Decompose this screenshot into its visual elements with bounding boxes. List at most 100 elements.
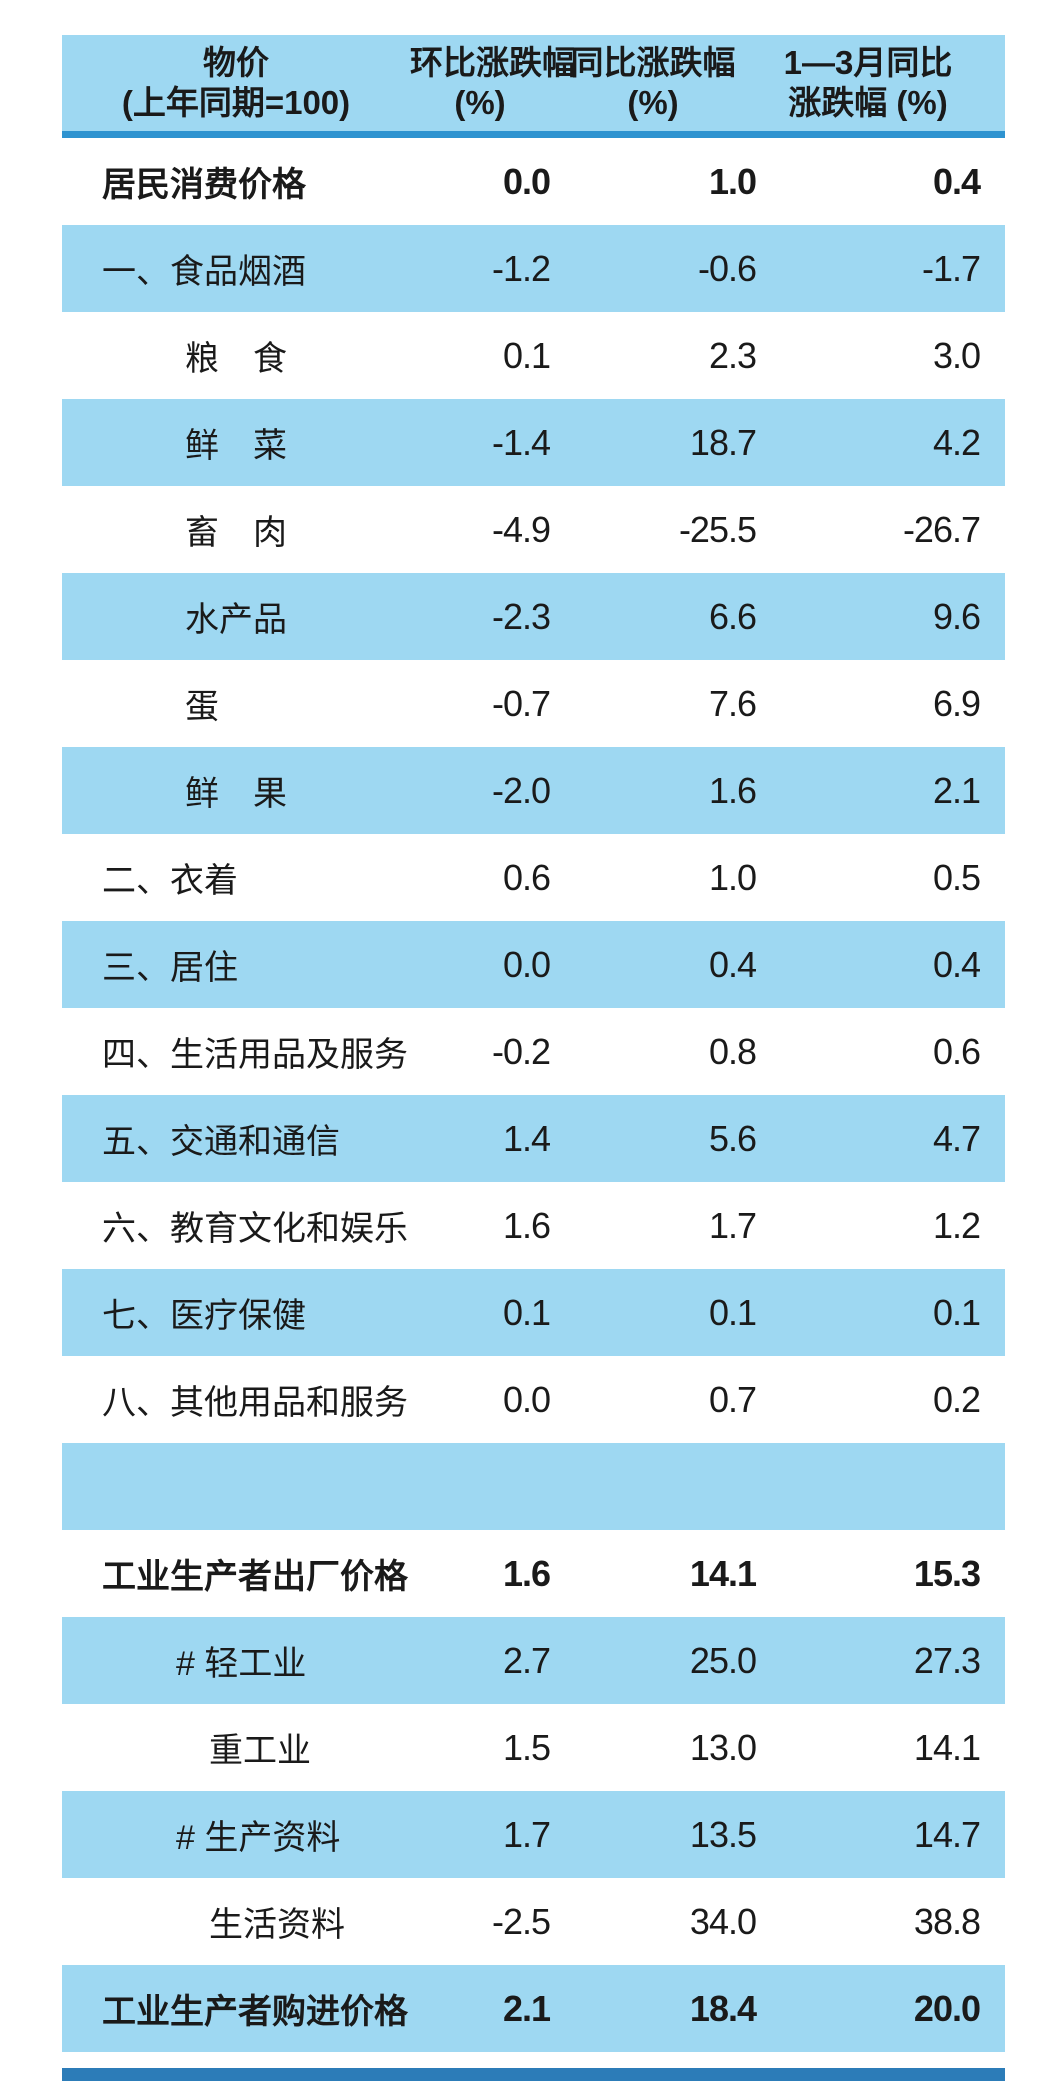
cell-ytd-change: 14.7	[913, 1813, 981, 1855]
row-label: 畜 肉	[185, 514, 287, 552]
table-row: 七、医疗保健 0.1 0.1 0.1	[62, 1269, 1005, 1356]
cell-yoy-change: 1.0	[708, 856, 757, 898]
header-col-yoy-change: 同比涨跌幅 (%)	[550, 43, 756, 122]
cell-ytd-change: 20.0	[913, 1987, 981, 2029]
cell-ytd-change: 9.6	[932, 595, 981, 637]
cell-mom-change: 1.4	[502, 1117, 551, 1159]
cell-ytd-change: 2.1	[932, 769, 981, 811]
cell-yoy-change: 0.8	[708, 1030, 757, 1072]
cell-mom-change: 0.6	[502, 856, 551, 898]
header-col-ytd-yoy-change: 1—3月同比 涨跌幅 (%)	[756, 43, 980, 122]
header-col3-line1: 同比涨跌幅	[570, 44, 736, 82]
table-row: 一、食品烟酒 -1.2 -0.6 -1.7	[62, 225, 1005, 312]
header-col4-line1: 1—3月同比	[783, 44, 953, 82]
row-label: 六、教育文化和娱乐	[102, 1210, 408, 1248]
table-row: 鲜 果 -2.0 1.6 2.1	[62, 747, 1005, 834]
row-label: 工业生产者出厂价格	[102, 1558, 408, 1596]
cell-ytd-change: 1.2	[932, 1204, 981, 1246]
cell-yoy-change: 2.3	[708, 334, 757, 376]
cell-ytd-change: 38.8	[913, 1900, 981, 1942]
header-col1-line1: 物价	[203, 44, 269, 82]
row-label: 居民消费价格	[102, 166, 306, 204]
cell-ytd-change: -26.7	[902, 508, 981, 550]
row-label: 水产品	[185, 601, 287, 639]
row-label: 蛋	[185, 688, 219, 726]
row-label: 鲜 菜	[185, 427, 287, 465]
cell-mom-change: 1.6	[502, 1552, 551, 1594]
table-row: 生活资料 -2.5 34.0 38.8	[62, 1878, 1005, 1965]
cell-yoy-change: 7.6	[708, 682, 757, 724]
table-row: 畜 肉 -4.9 -25.5 -26.7	[62, 486, 1005, 573]
price-table: 物价 (上年同期=100) 环比涨跌幅 (%) 同比涨跌幅 (%) 1—3月同比…	[62, 35, 1005, 2081]
row-label: 三、居住	[102, 949, 238, 987]
table-row: # 生产资料 1.7 13.5 14.7	[62, 1791, 1005, 1878]
header-col-price-index: 物价 (上年同期=100)	[62, 43, 410, 122]
cell-yoy-change: 34.0	[689, 1900, 757, 1942]
cell-mom-change: 0.1	[502, 334, 551, 376]
cell-mom-change: -0.7	[491, 682, 551, 724]
cell-ytd-change: -1.7	[921, 247, 981, 289]
bottom-rule	[62, 2068, 1005, 2081]
row-label: # 生产资料	[176, 1819, 341, 1857]
table-row: 居民消费价格 0.0 1.0 0.4	[62, 138, 1005, 225]
cell-mom-change: 2.7	[502, 1639, 551, 1681]
cell-mom-change: -2.5	[491, 1900, 551, 1942]
cell-mom-change: -1.2	[491, 247, 551, 289]
table-row: 四、生活用品及服务 -0.2 0.8 0.6	[62, 1008, 1005, 1095]
cell-mom-change: 0.0	[502, 943, 551, 985]
table-row: 三、居住 0.0 0.4 0.4	[62, 921, 1005, 1008]
cell-ytd-change: 0.6	[932, 1030, 981, 1072]
row-label: 一、食品烟酒	[102, 253, 306, 291]
cell-yoy-change: -0.6	[697, 247, 757, 289]
table-row: 六、教育文化和娱乐 1.6 1.7 1.2	[62, 1182, 1005, 1269]
header-col2-line1: 环比涨跌幅	[410, 44, 575, 82]
table-row: 二、衣着 0.6 1.0 0.5	[62, 834, 1005, 921]
cell-mom-change: -0.2	[491, 1030, 551, 1072]
cell-yoy-change: 0.4	[708, 943, 757, 985]
cell-ytd-change: 15.3	[913, 1552, 981, 1594]
cell-mom-change: 1.6	[502, 1204, 551, 1246]
table-row: 重工业 1.5 13.0 14.1	[62, 1704, 1005, 1791]
cell-yoy-change: 18.7	[689, 421, 757, 463]
header-col-mom-change: 环比涨跌幅 (%)	[410, 43, 575, 122]
cell-ytd-change: 4.2	[932, 421, 981, 463]
table-row: # 轻工业 2.7 25.0 27.3	[62, 1617, 1005, 1704]
header-col1-line2: (上年同期=100)	[121, 84, 351, 121]
cell-yoy-change: 25.0	[689, 1639, 757, 1681]
table-row: 八、其他用品和服务 0.0 0.7 0.2	[62, 1356, 1005, 1443]
spacer-row	[62, 1443, 1005, 1530]
cell-yoy-change: 1.7	[708, 1204, 757, 1246]
cell-yoy-change: -25.5	[678, 508, 757, 550]
table-row: 粮 食 0.1 2.3 3.0	[62, 312, 1005, 399]
table-header: 物价 (上年同期=100) 环比涨跌幅 (%) 同比涨跌幅 (%) 1—3月同比…	[62, 35, 1005, 138]
row-label: 四、生活用品及服务	[102, 1036, 408, 1074]
cell-mom-change: 0.1	[502, 1291, 551, 1333]
row-label: 工业生产者购进价格	[102, 1993, 408, 2031]
table-body: 居民消费价格 0.0 1.0 0.4 一、食品烟酒 -1.2 -0.6 -1.7 粮 食 0.1 2…	[62, 138, 1005, 2052]
table-row: 工业生产者购进价格 2.1 18.4 20.0	[62, 1965, 1005, 2052]
table-row: 工业生产者出厂价格 1.6 14.1 15.3	[62, 1530, 1005, 1617]
cell-mom-change: -2.3	[491, 595, 551, 637]
row-label: 生活资料	[209, 1906, 345, 1944]
cell-yoy-change: 0.1	[708, 1291, 757, 1333]
cell-ytd-change: 3.0	[932, 334, 981, 376]
cell-mom-change: -4.9	[491, 508, 551, 550]
table-row: 五、交通和通信 1.4 5.6 4.7	[62, 1095, 1005, 1182]
cell-ytd-change: 0.1	[932, 1291, 981, 1333]
cell-mom-change: 0.0	[502, 1378, 551, 1420]
header-col4-line2: 涨跌幅 (%)	[788, 84, 948, 121]
cell-mom-change: -1.4	[491, 421, 551, 463]
cell-ytd-change: 14.1	[913, 1726, 981, 1768]
table-row: 鲜 菜 -1.4 18.7 4.2	[62, 399, 1005, 486]
header-col2-line2: (%)	[454, 84, 506, 121]
row-label: 粮 食	[185, 340, 287, 378]
row-label: # 轻工业	[176, 1645, 307, 1683]
cell-yoy-change: 1.6	[708, 769, 757, 811]
cell-yoy-change: 1.0	[708, 160, 757, 202]
row-label: 八、其他用品和服务	[102, 1384, 408, 1422]
cell-ytd-change: 0.4	[932, 943, 981, 985]
cell-yoy-change: 5.6	[708, 1117, 757, 1159]
row-label: 五、交通和通信	[102, 1123, 340, 1161]
row-label: 鲜 果	[185, 775, 287, 813]
cell-ytd-change: 27.3	[913, 1639, 981, 1681]
